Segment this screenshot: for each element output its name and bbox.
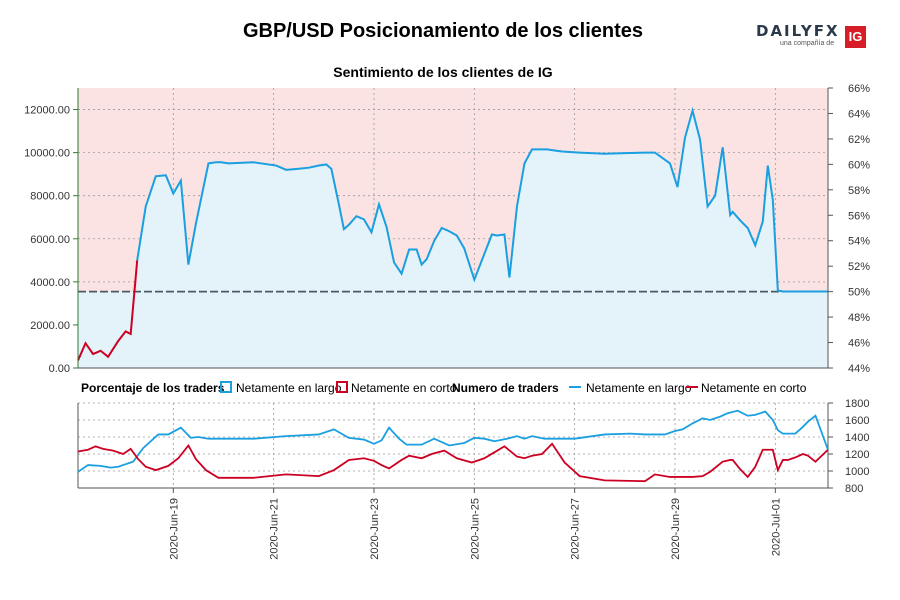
top-panel: 0.00 2000.00 4000.00 6000.00 8000.00 10000.00… bbox=[24, 83, 870, 375]
right-tick-label: 1400 bbox=[845, 432, 869, 444]
legend-label-traders-long: Netamente en largo bbox=[586, 381, 692, 395]
right-tick-label: 1600 bbox=[845, 415, 869, 427]
right-tick-label: 60% bbox=[848, 159, 870, 171]
legend-label-traders-short: Netamente en corto bbox=[701, 381, 807, 395]
left-tick-label: 6000.00 bbox=[30, 234, 70, 246]
right-tick-label: 52% bbox=[848, 261, 870, 273]
right-tick-label: 1000 bbox=[845, 466, 869, 478]
traders-line-long bbox=[77, 409, 829, 473]
left-tick-label: 8000.00 bbox=[30, 191, 70, 203]
x-axis: 2020-Jun-19 2020-Jun-21 2020-Jun-23 2020-Ju… bbox=[168, 488, 782, 560]
right-tick-label: 48% bbox=[848, 312, 870, 324]
x-tick-label: 2020-Jun-25 bbox=[469, 498, 481, 560]
right-tick-label: 44% bbox=[848, 363, 870, 375]
right-tick-label: 64% bbox=[848, 108, 870, 120]
series-line-short bbox=[77, 260, 139, 361]
brand-subtitle: una compañía de bbox=[780, 40, 835, 47]
x-tick-label: 2020-Jun-23 bbox=[369, 498, 381, 560]
legend-title-percent: Porcentaje de los traders bbox=[81, 381, 225, 395]
right-tick-label: 1200 bbox=[845, 449, 869, 461]
x-tick-label: 2020-Jun-19 bbox=[168, 498, 180, 560]
left-tick-label: 2000.00 bbox=[30, 320, 70, 332]
right-tick-label: 50% bbox=[848, 287, 870, 299]
bottom-panel: 800 1000 1200 1400 1600 1800 bbox=[77, 398, 869, 495]
brand-logo[interactable]: DAILYFX una compañía de IG bbox=[756, 22, 868, 52]
series-line-long bbox=[136, 106, 828, 293]
long-area bbox=[137, 110, 828, 368]
x-tick-label: 2020-Jul-01 bbox=[770, 498, 782, 556]
right-tick-label: 62% bbox=[848, 134, 870, 146]
legend-label-long: Netamente en largo bbox=[236, 381, 342, 395]
brand-badge: IG bbox=[845, 26, 866, 48]
x-tick-label: 2020-Jun-29 bbox=[670, 498, 682, 560]
right-tick-label: 800 bbox=[845, 483, 863, 495]
legend: Porcentaje de los traders Netamente en l… bbox=[81, 381, 807, 395]
left-tick-label: 12000.00 bbox=[24, 105, 70, 117]
legend-swatch-long bbox=[220, 381, 232, 393]
traders-line-short bbox=[77, 442, 829, 483]
chart-title: Sentimiento de los clientes de IG bbox=[333, 64, 553, 80]
right-tick-label: 1800 bbox=[845, 398, 869, 410]
right-tick-label: 56% bbox=[848, 210, 870, 222]
x-tick-label: 2020-Jun-27 bbox=[570, 498, 582, 560]
legend-label-short: Netamente en corto bbox=[351, 381, 457, 395]
left-tick-label: 10000.00 bbox=[24, 148, 70, 160]
left-tick-label: 4000.00 bbox=[30, 277, 70, 289]
right-tick-label: 46% bbox=[848, 338, 870, 350]
brand-wordmark: DAILYFX bbox=[756, 22, 840, 40]
right-tick-label: 54% bbox=[848, 236, 870, 248]
right-tick-label: 58% bbox=[848, 185, 870, 197]
page-title: GBP/USD Posicionamiento de los clientes bbox=[242, 20, 644, 42]
left-tick-label: 0.00 bbox=[49, 363, 70, 375]
right-tick-label: 66% bbox=[848, 83, 870, 95]
x-tick-label: 2020-Jun-21 bbox=[269, 498, 281, 560]
legend-swatch-short bbox=[336, 381, 348, 393]
legend-title-traders: Numero de traders bbox=[452, 381, 559, 395]
